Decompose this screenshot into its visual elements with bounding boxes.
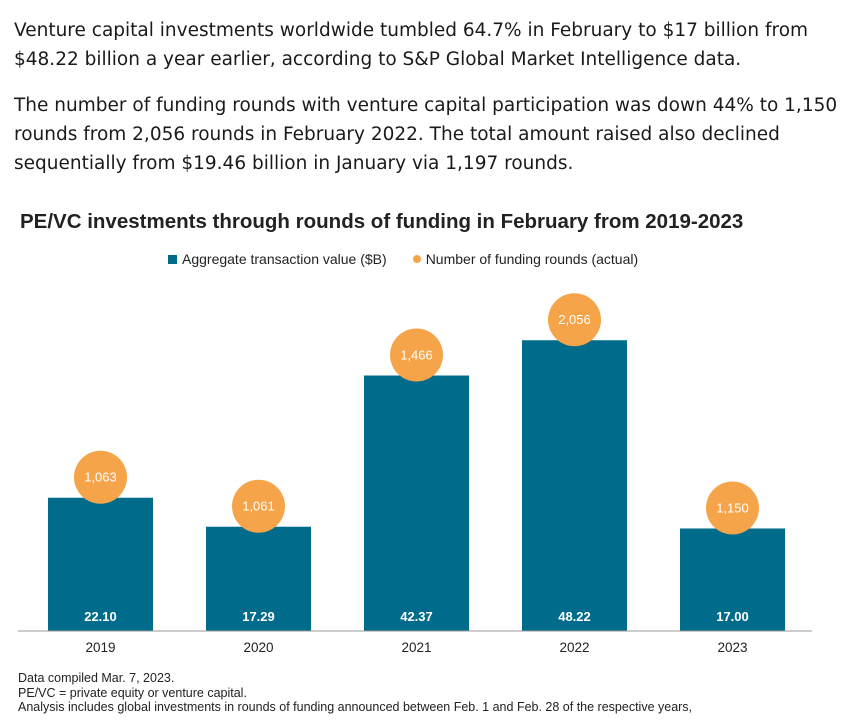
article-paragraph-1: Venture capital investments worldwide tu… bbox=[14, 20, 809, 70]
note-definition: PE/VC = private equity or venture capita… bbox=[18, 685, 247, 700]
chart-title: PE/VC investments through rounds of fund… bbox=[20, 210, 744, 233]
bar-2021 bbox=[364, 375, 469, 631]
bar-value-label-2022: 48.22 bbox=[558, 609, 591, 624]
rounds-bubble-2022 bbox=[548, 293, 601, 347]
legend-label-bar: Aggregate transaction value ($B) bbox=[182, 251, 387, 267]
legend-label-dot: Number of funding rounds (actual) bbox=[425, 251, 639, 267]
x-tick-label-2023: 2023 bbox=[717, 640, 747, 655]
rounds-label-2023: 1,150 bbox=[716, 500, 749, 515]
rounds-label-2021: 1,466 bbox=[400, 348, 433, 363]
x-tick-label-2019: 2019 bbox=[85, 640, 115, 655]
chart-legend: Aggregate transaction value ($B) Number … bbox=[168, 251, 638, 267]
rounds-bubble-2021 bbox=[390, 328, 443, 382]
x-tick-label-2021: 2021 bbox=[401, 640, 431, 655]
x-tick-label-2020: 2020 bbox=[243, 640, 273, 655]
rounds-label-2019: 1,063 bbox=[84, 470, 117, 485]
chart-notes: Data compiled Mar. 7, 2023. PE/VC = priv… bbox=[18, 671, 692, 715]
bar-value-label-2020: 17.29 bbox=[242, 609, 275, 624]
rounds-bubble-2023 bbox=[706, 481, 759, 535]
legend-swatch-bar bbox=[168, 254, 177, 264]
bar-value-label-2023: 17.00 bbox=[716, 609, 749, 624]
bar-2023 bbox=[680, 528, 785, 631]
note-compiled: Data compiled Mar. 7, 2023. bbox=[18, 671, 175, 685]
bar-value-label-2019: 22.10 bbox=[84, 609, 117, 624]
rounds-label-2022: 2,056 bbox=[558, 312, 591, 327]
bar-2022 bbox=[522, 340, 627, 631]
article-paragraph-2: The number of funding rounds with ventur… bbox=[14, 95, 838, 174]
note-analysis: Analysis includes global investments in … bbox=[18, 700, 693, 714]
chart-plot: 22.10 1,063 2019 17.29 1,061 2020 42.37 1,466 20… bbox=[18, 293, 812, 655]
x-tick-label-2022: 2022 bbox=[559, 640, 589, 655]
bar-2019 bbox=[48, 497, 153, 631]
rounds-bubble-2020 bbox=[232, 479, 285, 533]
bar-2020 bbox=[206, 526, 311, 631]
legend-swatch-dot bbox=[412, 255, 421, 263]
bar-value-label-2021: 42.37 bbox=[400, 609, 433, 624]
rounds-bubble-2019 bbox=[74, 450, 127, 504]
rounds-label-2020: 1,061 bbox=[242, 499, 275, 514]
